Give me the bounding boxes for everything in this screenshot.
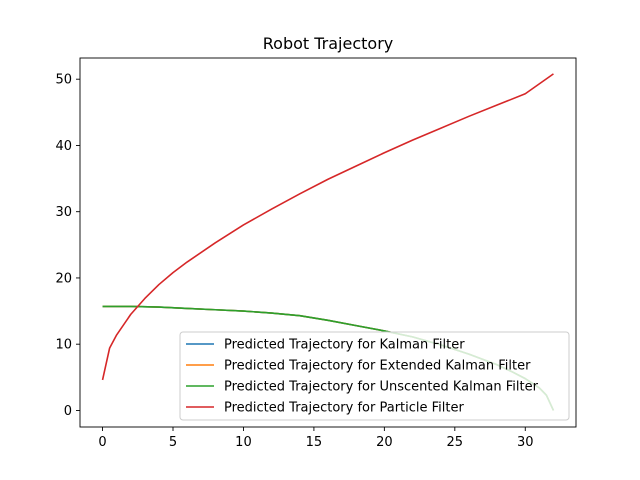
x-tick-label: 10 bbox=[235, 435, 252, 450]
x-tick-label: 30 bbox=[517, 435, 534, 450]
y-tick-label: 50 bbox=[55, 73, 72, 88]
legend: Predicted Trajectory for Kalman Filter Pr… bbox=[179, 331, 570, 421]
y-tick-label: 40 bbox=[55, 139, 72, 154]
legend-label-2: Predicted Trajectory for Extended Kalman… bbox=[224, 359, 531, 374]
x-tick-label: 5 bbox=[169, 435, 177, 450]
legend-label-1: Predicted Trajectory for Kalman Filter bbox=[224, 338, 465, 353]
x-tick-label: 0 bbox=[98, 435, 106, 450]
x-tick-label: 25 bbox=[447, 435, 464, 450]
axes-frame bbox=[79, 57, 577, 428]
y-tick-label: 20 bbox=[55, 271, 72, 286]
x-tick-label: 15 bbox=[306, 435, 323, 450]
legend-label-3: Predicted Trajectory for Unscented Kalma… bbox=[224, 380, 539, 395]
legend-box bbox=[179, 331, 570, 421]
plot-area: 0 5 10 15 20 25 30 0 10 20 30 40 50 bbox=[55, 57, 577, 450]
legend-label-4: Predicted Trajectory for Particle Filter bbox=[224, 401, 465, 416]
y-tick-label: 30 bbox=[55, 205, 72, 220]
x-tick-label: 20 bbox=[376, 435, 393, 450]
y-tick-label: 0 bbox=[64, 404, 72, 419]
series-line-4 bbox=[101, 73, 554, 381]
y-tick-label: 10 bbox=[55, 338, 72, 353]
chart-title: Robot Trajectory bbox=[263, 34, 394, 53]
